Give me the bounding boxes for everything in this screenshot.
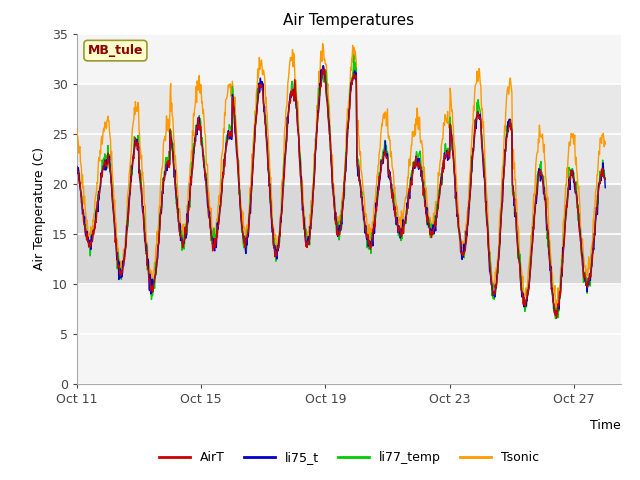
Bar (77, 84, 621, 184)
Legend: AirT, li75_t, li77_temp, Tsonic: AirT, li75_t, li77_temp, Tsonic (154, 446, 544, 469)
Text: MB_tule: MB_tule (88, 44, 143, 57)
Y-axis label: Air Temperature (C): Air Temperature (C) (33, 147, 46, 270)
Title: Air Temperatures: Air Temperatures (284, 13, 414, 28)
Bar (77, 184, 621, 284)
Text: Time: Time (590, 419, 621, 432)
